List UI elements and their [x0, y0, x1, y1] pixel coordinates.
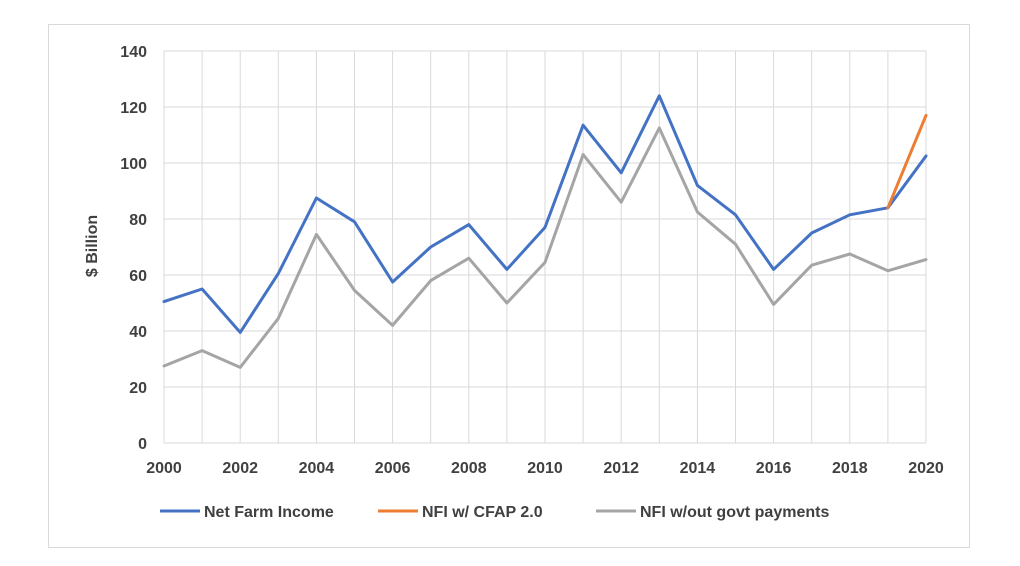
y-tick-label: 100 — [120, 156, 147, 173]
legend: Net Farm Income NFI w/ CFAP 2.0 NFI w/out … — [160, 504, 829, 521]
x-tick-label: 2008 — [451, 460, 487, 477]
x-tick-label: 2002 — [222, 460, 258, 477]
x-tick-label: 2018 — [832, 460, 868, 477]
x-tick-label: 2010 — [527, 460, 563, 477]
x-tick-label: 2000 — [146, 460, 182, 477]
y-tick-label: 20 — [129, 380, 147, 397]
legend-label-0: Net Farm Income — [204, 504, 334, 521]
series-line-2 — [162, 126, 928, 369]
y-axis-title: $ Billion — [84, 215, 101, 277]
legend-label-1: NFI w/ CFAP 2.0 — [422, 504, 543, 521]
series-line-0 — [162, 94, 928, 334]
y-tick-labels: 0 20 40 60 80 100 120 140 — [120, 44, 147, 453]
y-tick-label: 80 — [129, 212, 147, 229]
x-tick-label: 2016 — [756, 460, 792, 477]
x-tick-label: 2012 — [603, 460, 639, 477]
x-tick-label: 2020 — [908, 460, 944, 477]
y-tick-label: 40 — [129, 324, 147, 341]
x-tick-label: 2004 — [299, 460, 335, 477]
y-tick-label: 0 — [138, 436, 147, 453]
gridlines — [163, 50, 927, 444]
x-tick-label: 2014 — [680, 460, 716, 477]
y-tick-label: 60 — [129, 268, 147, 285]
y-tick-label: 120 — [120, 100, 147, 117]
x-tick-label: 2006 — [375, 460, 411, 477]
legend-label-2: NFI w/out govt payments — [640, 504, 829, 521]
series-line-1 — [886, 113, 928, 210]
y-tick-label: 140 — [120, 44, 147, 61]
x-tick-labels: 2000 2002 2004 2006 2008 2010 2012 2014 2016 2018… — [146, 460, 944, 477]
series-lines — [162, 94, 928, 369]
